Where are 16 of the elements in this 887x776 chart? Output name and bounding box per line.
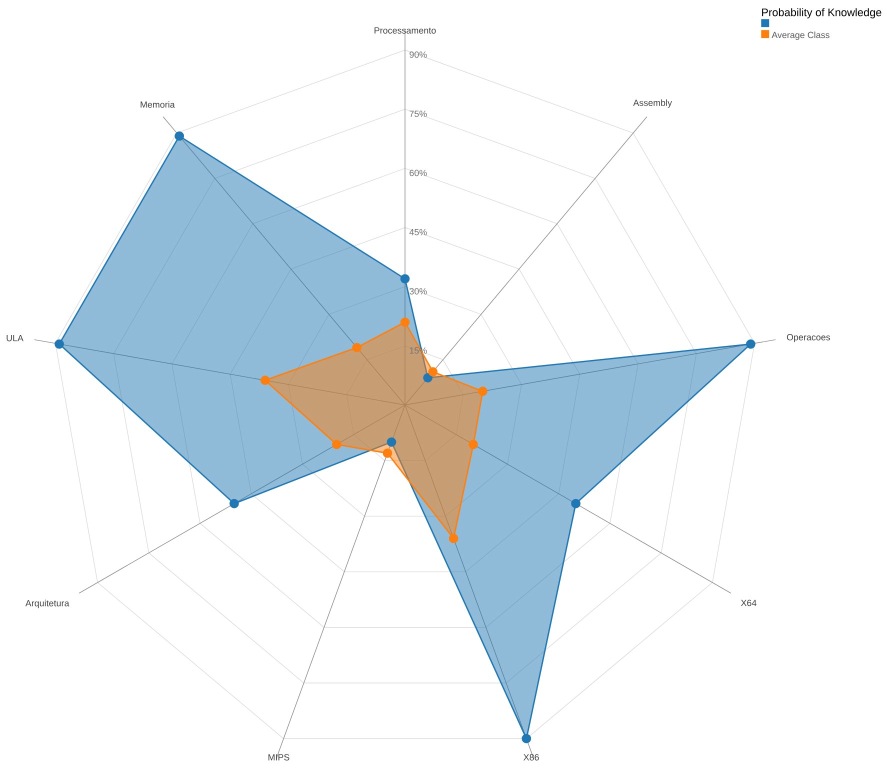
spoke-label: Arquitetura [25,600,70,608]
spoke-label: Assembly [633,99,672,108]
y-tick-label: 30% [410,288,427,294]
spoke-label: Processamento [374,27,436,34]
legend-label: Average Class [772,32,830,40]
spoke-label: Operacoes [786,334,830,342]
y-tick-label: 60% [410,170,427,176]
spoke-label: X64 [740,600,756,606]
y-tick-label: 75% [410,110,427,117]
spoke-label: X86 [523,754,539,760]
spoke-label: Memoria [140,101,175,108]
spoke-label: MIPS [268,754,290,760]
y-tick-label: 90% [410,51,427,58]
spoke-label: ULA [6,334,24,342]
legend-title: Probability of Knowledge [762,8,882,18]
y-tick-label: 45% [409,228,427,236]
